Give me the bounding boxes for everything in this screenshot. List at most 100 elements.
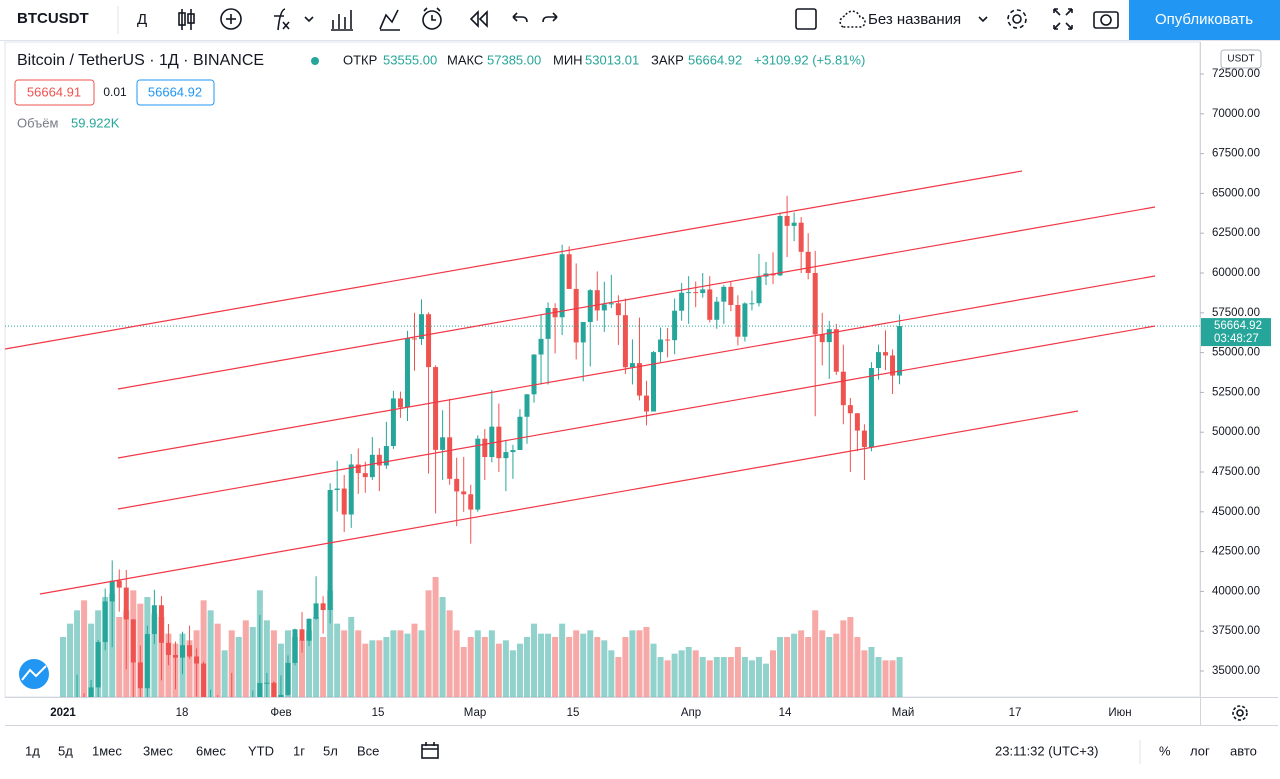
fullscreen-icon[interactable] [795, 8, 817, 30]
candle-body [538, 338, 544, 355]
volume-bar [538, 633, 545, 697]
candle-body [545, 308, 551, 339]
candle-body [875, 352, 881, 369]
expand-icon[interactable] [1053, 8, 1073, 30]
volume-bar [685, 647, 692, 697]
candle-body [812, 273, 818, 335]
candle-body [180, 645, 186, 658]
candle-body [840, 371, 846, 406]
ohlc-value: 56664.92 [688, 52, 742, 67]
volume-bar [453, 630, 460, 697]
x-tick-label: Мар [464, 707, 487, 719]
x-tick-label: Май [892, 707, 915, 719]
range-button[interactable]: YTD [248, 743, 274, 758]
cloud-icon[interactable] [839, 10, 866, 28]
volume-bar [580, 633, 587, 697]
candle-body [102, 601, 108, 643]
volume-bar [552, 637, 559, 697]
x-tick-label: Апр [681, 707, 701, 719]
alert-icon[interactable] [422, 7, 442, 30]
candle-body [861, 430, 867, 448]
range-button[interactable]: 5л [323, 743, 338, 758]
layout-name[interactable]: Без названия [868, 11, 961, 28]
volume-bar [67, 623, 74, 697]
buy-box[interactable] [136, 79, 215, 106]
volume-bar [446, 610, 453, 697]
sell-box[interactable] [14, 79, 95, 106]
countdown: 03:48:27 [1214, 333, 1259, 345]
undo-icon[interactable] [512, 12, 528, 23]
candle-body [897, 326, 903, 376]
volume-bar [636, 630, 643, 697]
y-tick-label: 42500.00 [1212, 546, 1260, 558]
currency-box[interactable] [1220, 49, 1262, 69]
publish-label[interactable]: Опубликовать [1155, 11, 1253, 28]
range-button[interactable]: 6мес [196, 743, 226, 758]
volume-bar [277, 643, 284, 697]
candle-body [383, 446, 389, 466]
range-button[interactable]: 1мес [92, 743, 122, 758]
templates-icon[interactable] [331, 10, 353, 31]
add-icon[interactable] [220, 8, 242, 30]
candle-body [629, 363, 635, 368]
trend-line[interactable] [117, 206, 1156, 390]
symbol[interactable]: BTCUSDT [17, 10, 89, 27]
volume-bar [720, 657, 727, 697]
replay-icon[interactable] [469, 10, 488, 28]
trend-line[interactable] [117, 325, 1156, 510]
candle-body [580, 322, 586, 343]
range-button[interactable]: 3мес [143, 743, 173, 758]
candle-body [271, 682, 277, 697]
publish-button[interactable] [1129, 0, 1280, 40]
range-button[interactable]: 5д [58, 743, 73, 758]
date-range-icon[interactable] [421, 742, 439, 759]
bid[interactable]: 56664.91 [27, 84, 81, 99]
volume-bar [748, 660, 755, 697]
auto-toggle[interactable]: авто [1230, 743, 1257, 758]
redo-icon[interactable] [542, 12, 558, 23]
candle-body [454, 478, 460, 492]
volume-bar [341, 630, 348, 697]
volume-bar [425, 590, 432, 697]
snapshot-icon[interactable] [1093, 11, 1119, 29]
currency[interactable]: USDT [1227, 54, 1254, 65]
dropdown-arrow[interactable] [304, 16, 314, 23]
clock[interactable]: 23:11:32 (UTC+3) [995, 743, 1098, 758]
trend-line[interactable] [117, 275, 1156, 459]
volume-bar [81, 600, 88, 697]
candle-body [728, 286, 734, 305]
candle-body [707, 289, 713, 320]
log-toggle[interactable]: лог [1190, 743, 1210, 758]
candle-body [130, 619, 136, 663]
ask[interactable]: 56664.92 [148, 84, 202, 99]
x-tick-label: 14 [779, 707, 792, 719]
volume-bar [334, 623, 341, 697]
dropdown-arrow[interactable] [978, 16, 988, 23]
change: +3109.92 (+5.81%) [754, 52, 865, 67]
trend-line[interactable] [39, 410, 1079, 595]
volume-bar [418, 630, 425, 697]
settings-icon[interactable] [1007, 9, 1027, 29]
y-tick-label: 52500.00 [1212, 386, 1260, 398]
range-button[interactable]: 1д [25, 743, 40, 758]
candle-body [735, 304, 741, 337]
volume-bar [678, 650, 685, 697]
range-button[interactable]: 1г [293, 743, 305, 758]
volume-bar [657, 657, 664, 697]
candle-body [355, 464, 361, 474]
candles-icon[interactable] [178, 9, 195, 30]
indicators-icon[interactable] [274, 8, 290, 31]
volume-bar [432, 577, 439, 697]
candle-body [123, 587, 129, 620]
candle-body [489, 426, 495, 458]
percent-toggle[interactable]: % [1159, 743, 1171, 758]
interval[interactable]: Д [137, 11, 147, 28]
volume-bar [784, 637, 791, 697]
trend-line[interactable] [5, 170, 1023, 350]
range-button[interactable]: Все [357, 743, 379, 758]
compare-icon[interactable] [379, 9, 400, 31]
candle-body [658, 339, 664, 353]
candle-body [397, 398, 403, 408]
volume-bar [770, 650, 777, 697]
gear-icon[interactable] [1232, 705, 1248, 721]
